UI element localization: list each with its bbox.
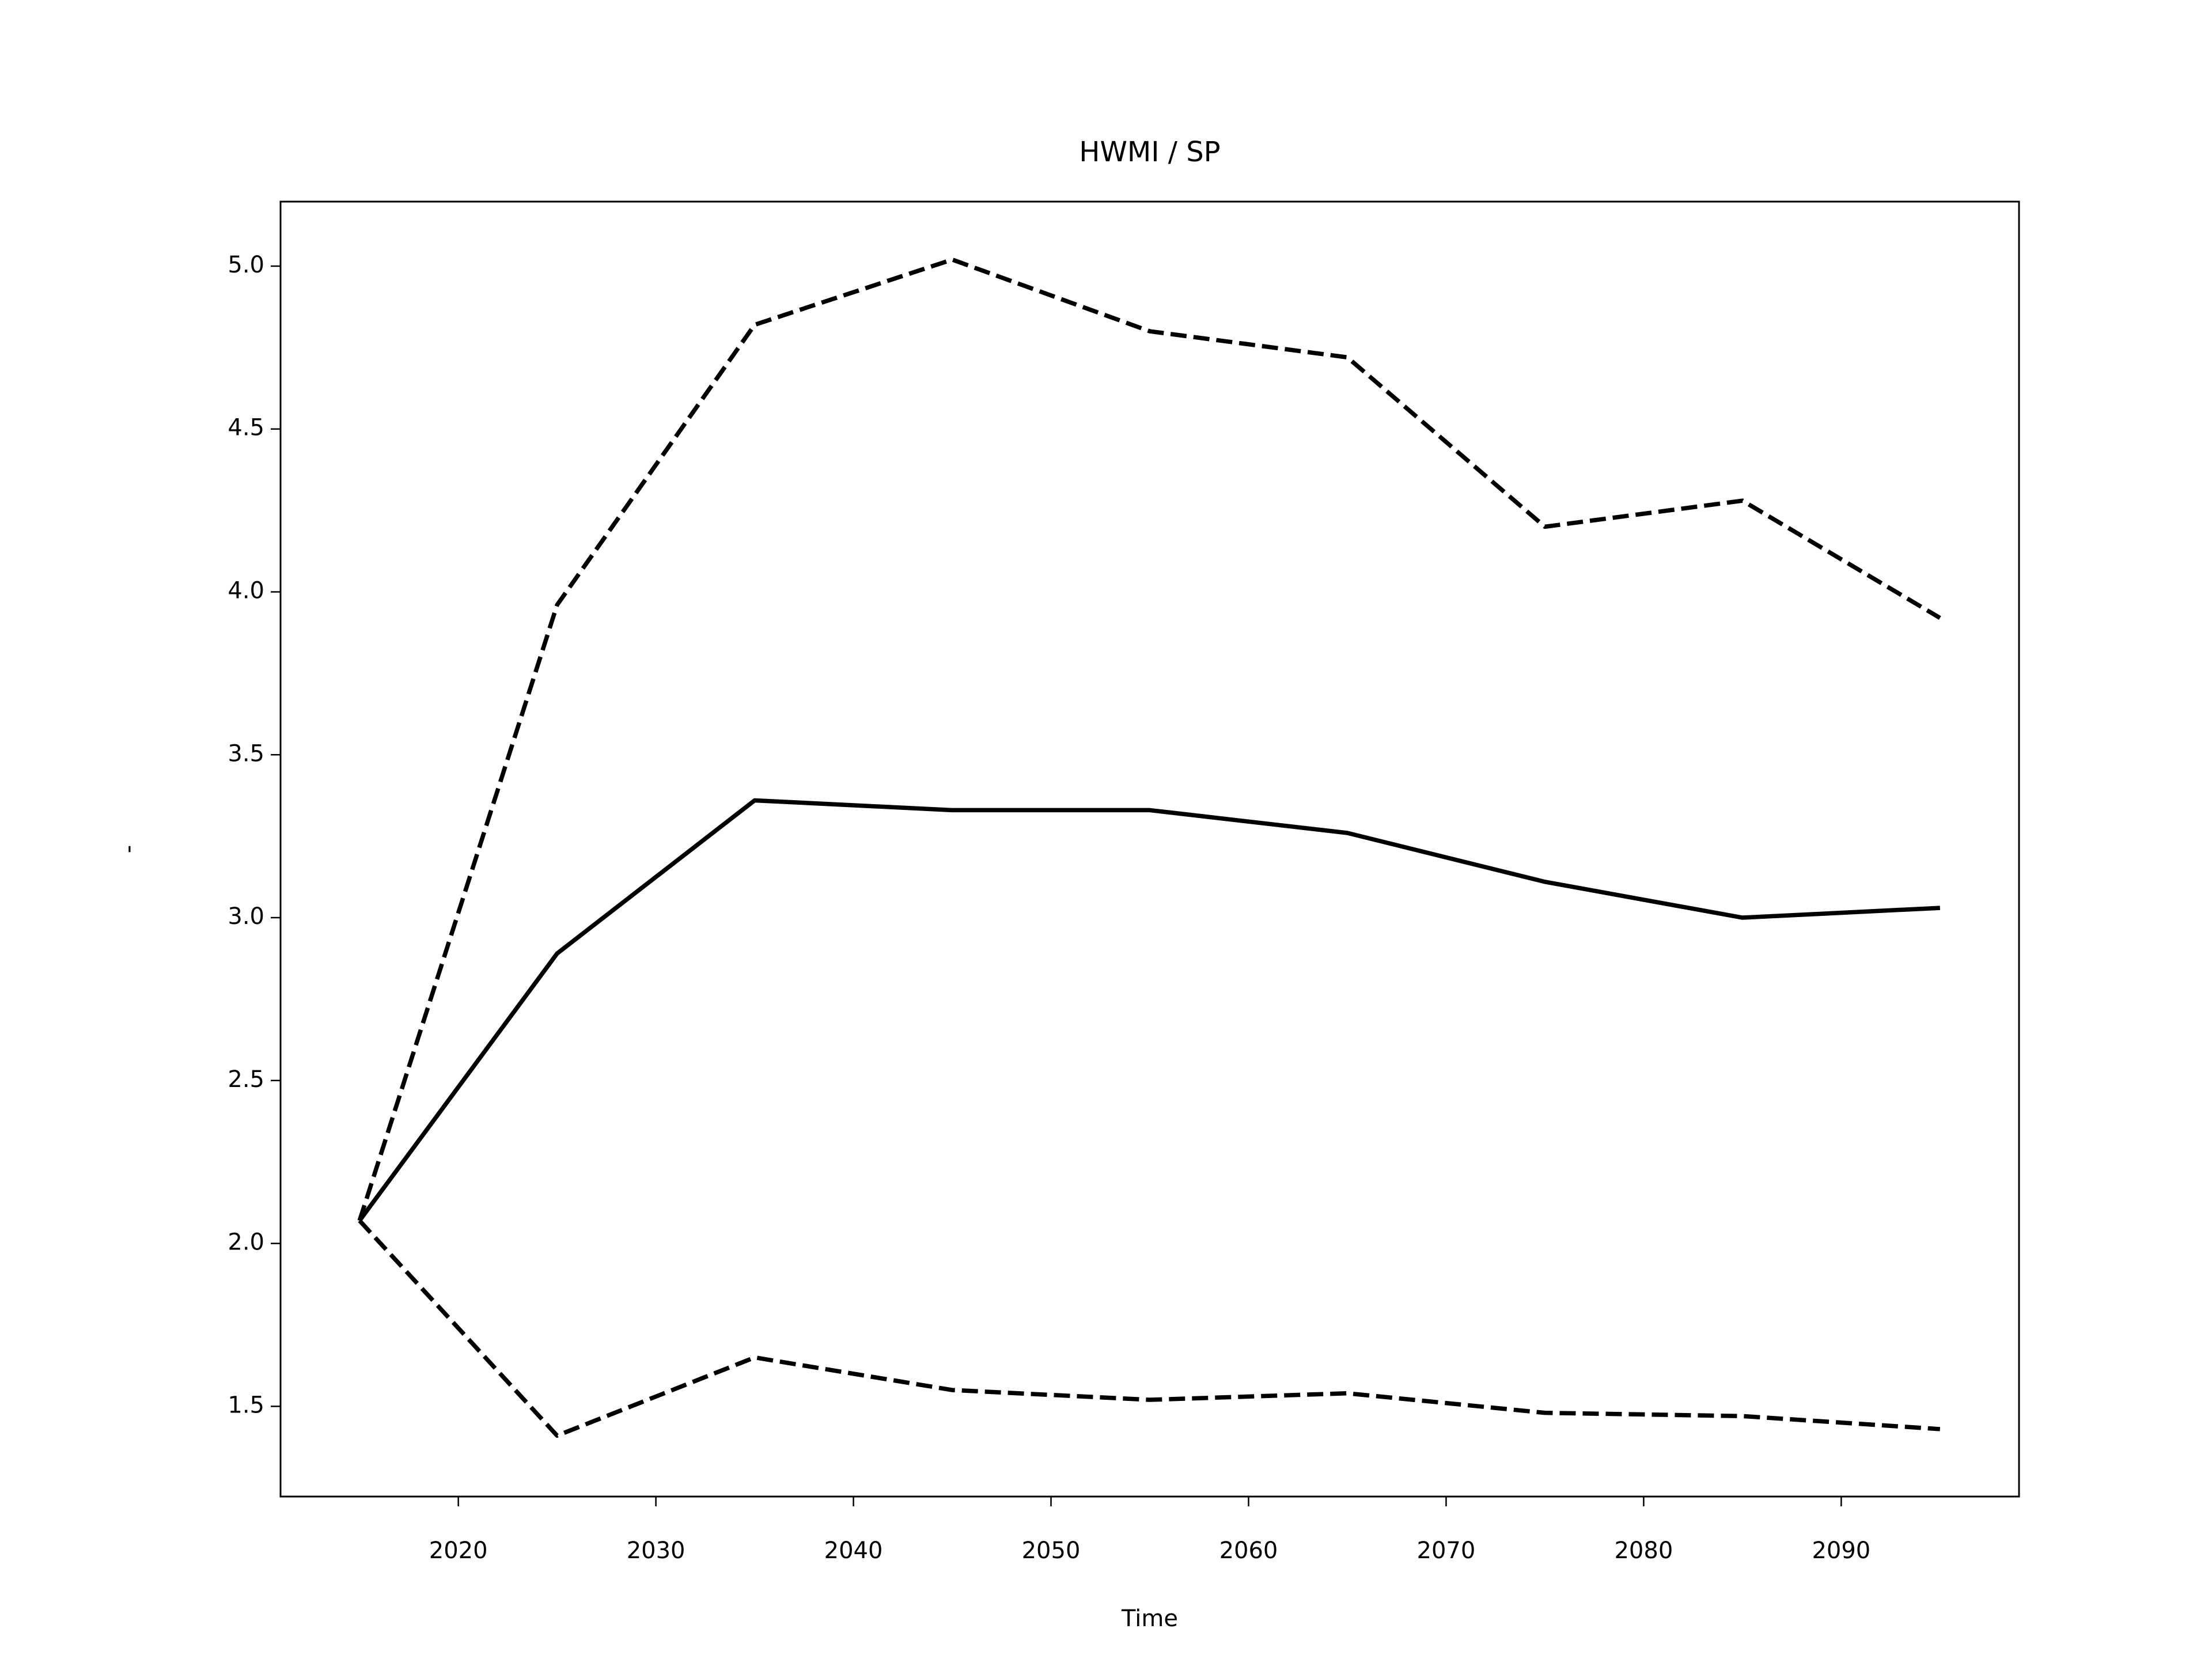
x-tick-label: 2070 [1417, 1537, 1476, 1564]
y-tick-label: 1.5 [228, 1392, 264, 1418]
chart-title: HWMI / SP [1079, 136, 1220, 168]
y-tick-label: 4.0 [228, 578, 264, 604]
line-series [358, 1219, 1941, 1438]
line-series [357, 257, 1941, 1222]
x-tick-label: 2040 [824, 1537, 883, 1564]
x-axis-label: Time [1121, 1605, 1178, 1632]
y-tick-label: 2.5 [228, 1066, 264, 1093]
x-tick-label: 2020 [429, 1537, 488, 1564]
y-tick-label: 4.5 [228, 415, 264, 441]
y-axis-label: - [115, 845, 142, 853]
x-tick-label: 2090 [1812, 1537, 1870, 1564]
line-series [358, 798, 1941, 1222]
y-tick-label: 3.0 [228, 903, 264, 930]
x-tick-label: 2030 [627, 1537, 685, 1564]
x-tick-label: 2080 [1614, 1537, 1673, 1564]
x-tick-label: 2050 [1022, 1537, 1081, 1564]
plot-frame [279, 200, 2020, 1498]
y-tick-label: 2.0 [228, 1229, 264, 1256]
y-tick-label: 3.5 [228, 740, 264, 767]
y-tick-label: 5.0 [228, 252, 264, 278]
x-tick-label: 2060 [1219, 1537, 1278, 1564]
